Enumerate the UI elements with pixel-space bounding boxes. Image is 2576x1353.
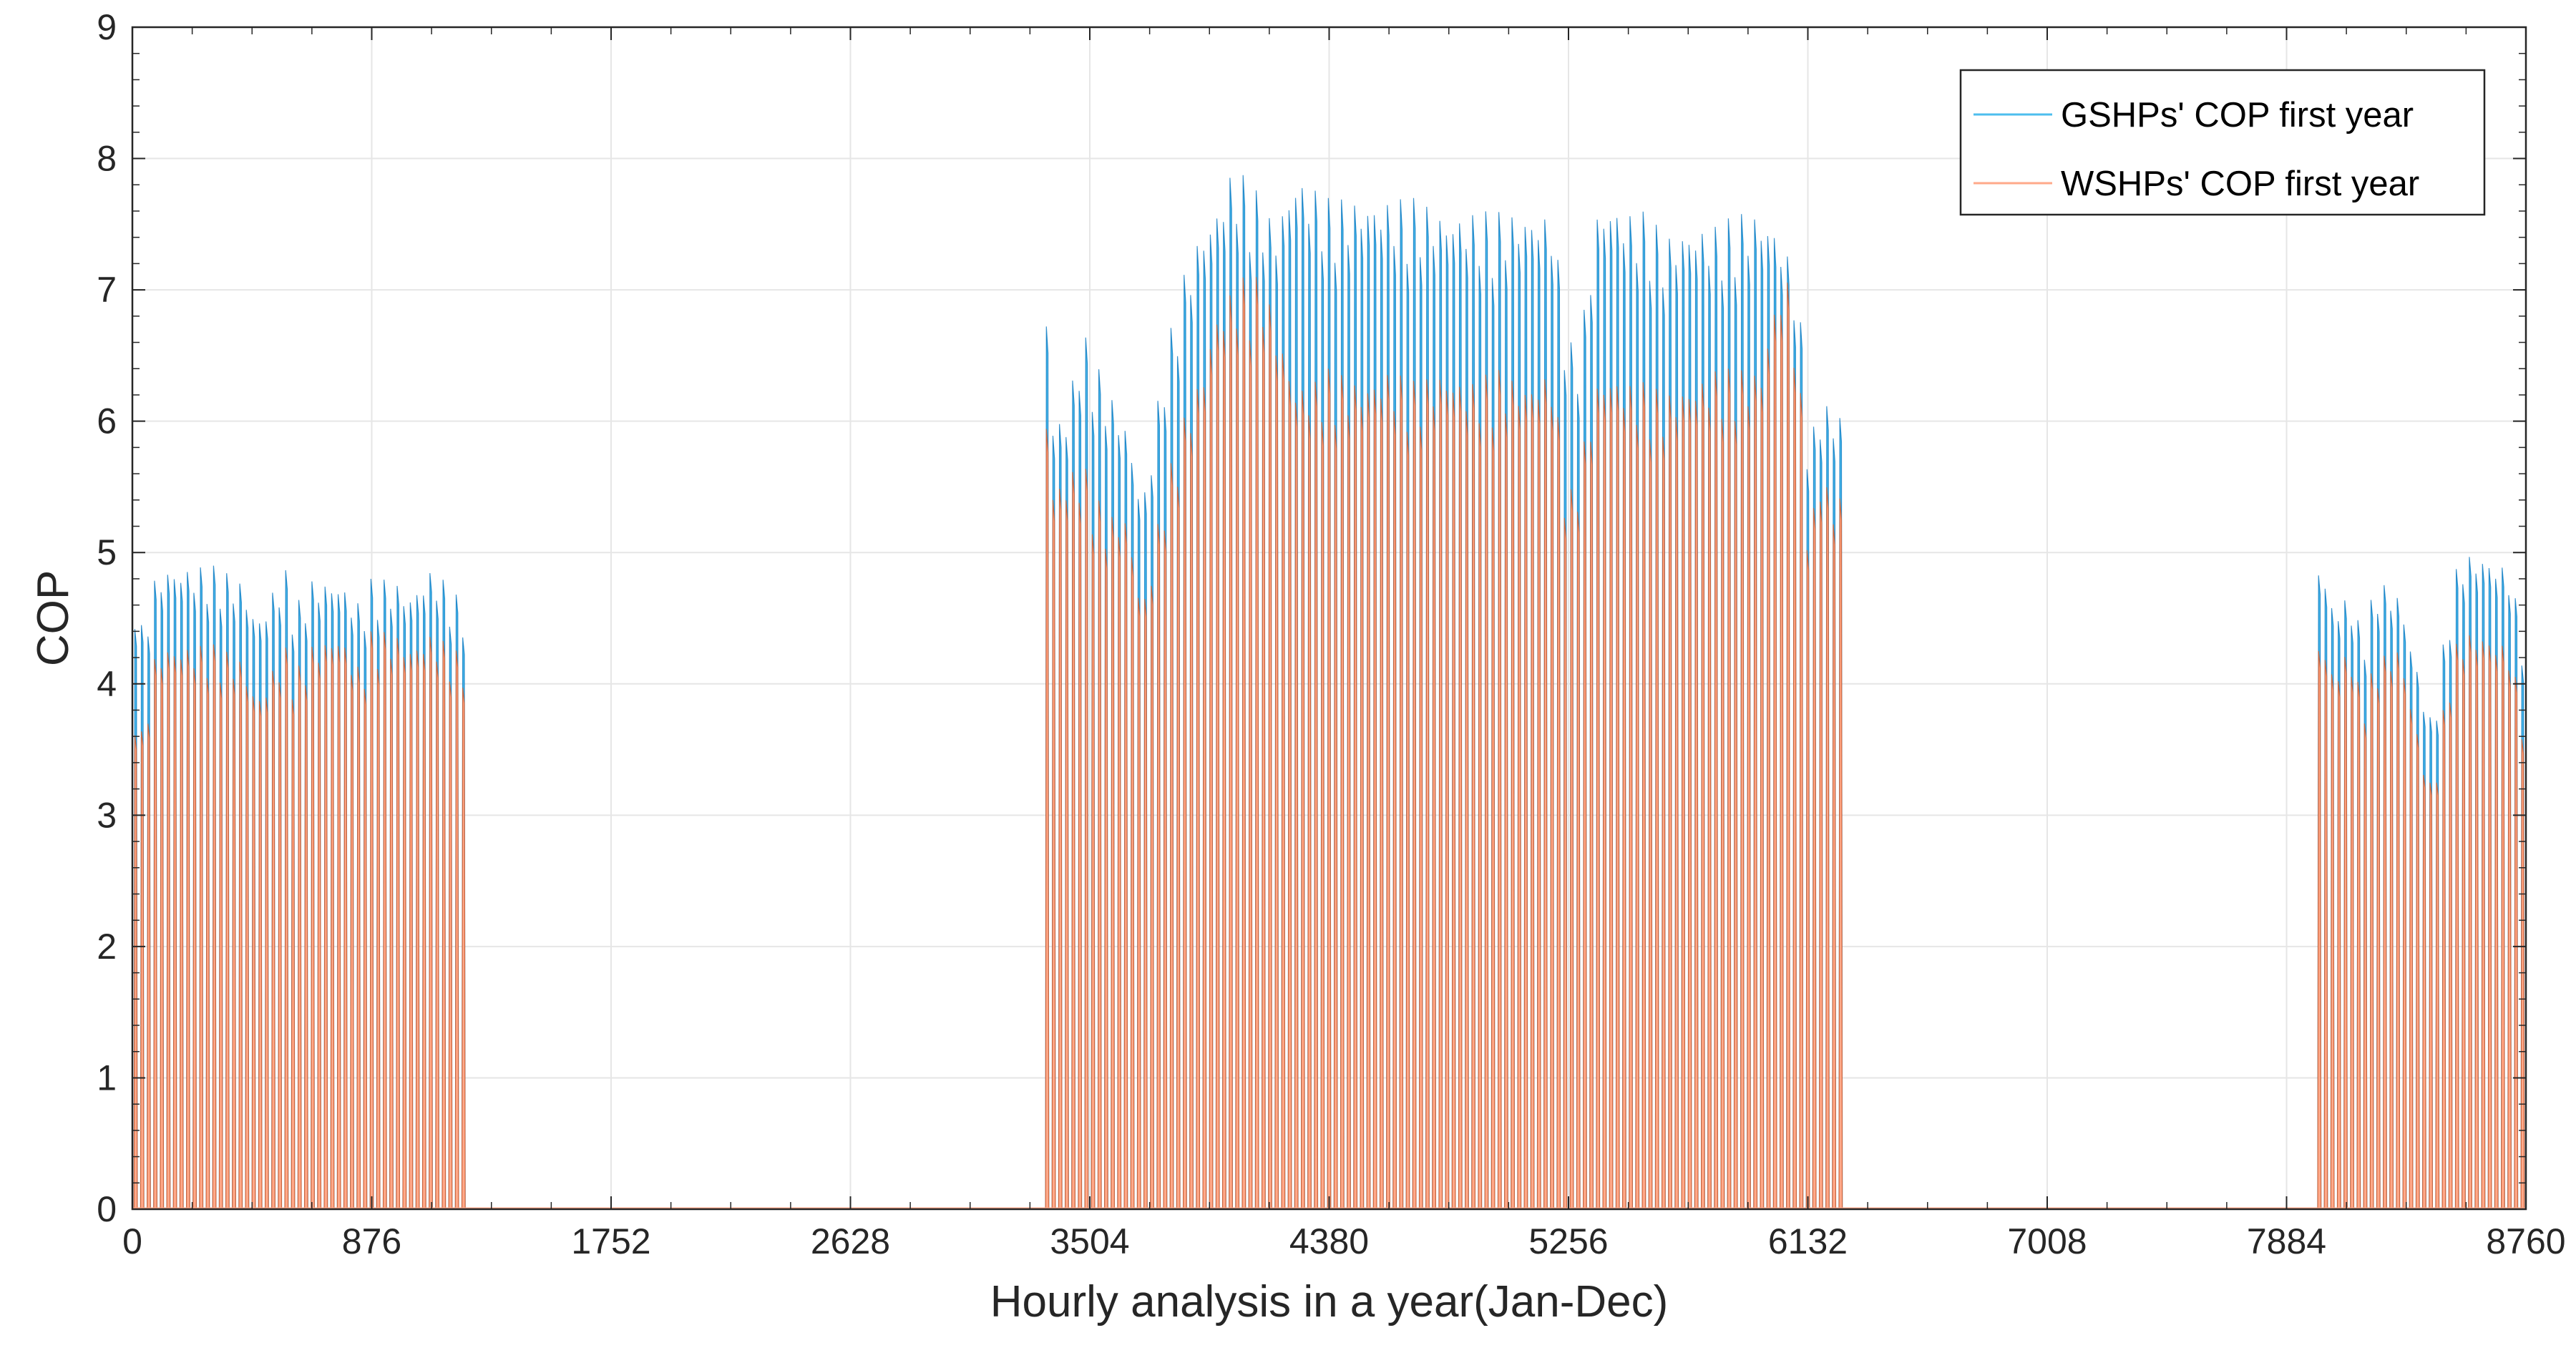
legend: GSHPs' COP first year WSHPs' COP first y… — [1959, 69, 2486, 216]
y-tick-label: 8 — [97, 139, 117, 179]
x-tick-label: 0 — [122, 1221, 142, 1261]
y-tick-label: 0 — [97, 1189, 117, 1229]
axes — [131, 26, 2527, 1211]
x-tick-label: 5256 — [1528, 1221, 1608, 1261]
x-tick-label: 2628 — [811, 1221, 890, 1261]
y-tick-label: 9 — [97, 7, 117, 47]
x-tick-label: 7884 — [2247, 1221, 2326, 1261]
series-gshp-line — [133, 175, 2525, 1210]
series-wshp-line — [133, 277, 2525, 1210]
y-tick-label: 7 — [97, 270, 117, 310]
x-tick-label: 876 — [342, 1221, 401, 1261]
x-tick-label: 4380 — [1289, 1221, 1369, 1261]
x-tick-label: 6132 — [1768, 1221, 1848, 1261]
x-tick-label: 8760 — [2486, 1221, 2565, 1261]
tick-labels: 0 876 1752 2628 3504 4380 5256 6132 7008 7884 8760… — [97, 7, 2565, 1261]
series-wshp-fill — [134, 277, 2524, 1209]
y-tick-label: 4 — [97, 664, 117, 704]
legend-box — [1959, 69, 2486, 216]
y-tick-label: 2 — [97, 927, 117, 967]
y-tick-label: 1 — [97, 1058, 117, 1098]
y-tick-label: 5 — [97, 532, 117, 572]
legend-label-wshp: WSHPs' COP first year — [2061, 165, 2419, 203]
legend-label-gshp: GSHPs' COP first year — [2061, 96, 2414, 135]
y-tick-label: 6 — [97, 401, 117, 441]
x-axis-title: Hourly analysis in a year(Jan-Dec) — [990, 1277, 1669, 1327]
x-tick-label: 3504 — [1050, 1221, 1129, 1261]
x-tick-label: 1752 — [571, 1221, 650, 1261]
y-axis-title: COP — [29, 570, 78, 666]
series-wshp — [133, 277, 2525, 1210]
y-tick-label: 3 — [97, 795, 117, 835]
x-tick-label: 7008 — [2007, 1221, 2087, 1261]
